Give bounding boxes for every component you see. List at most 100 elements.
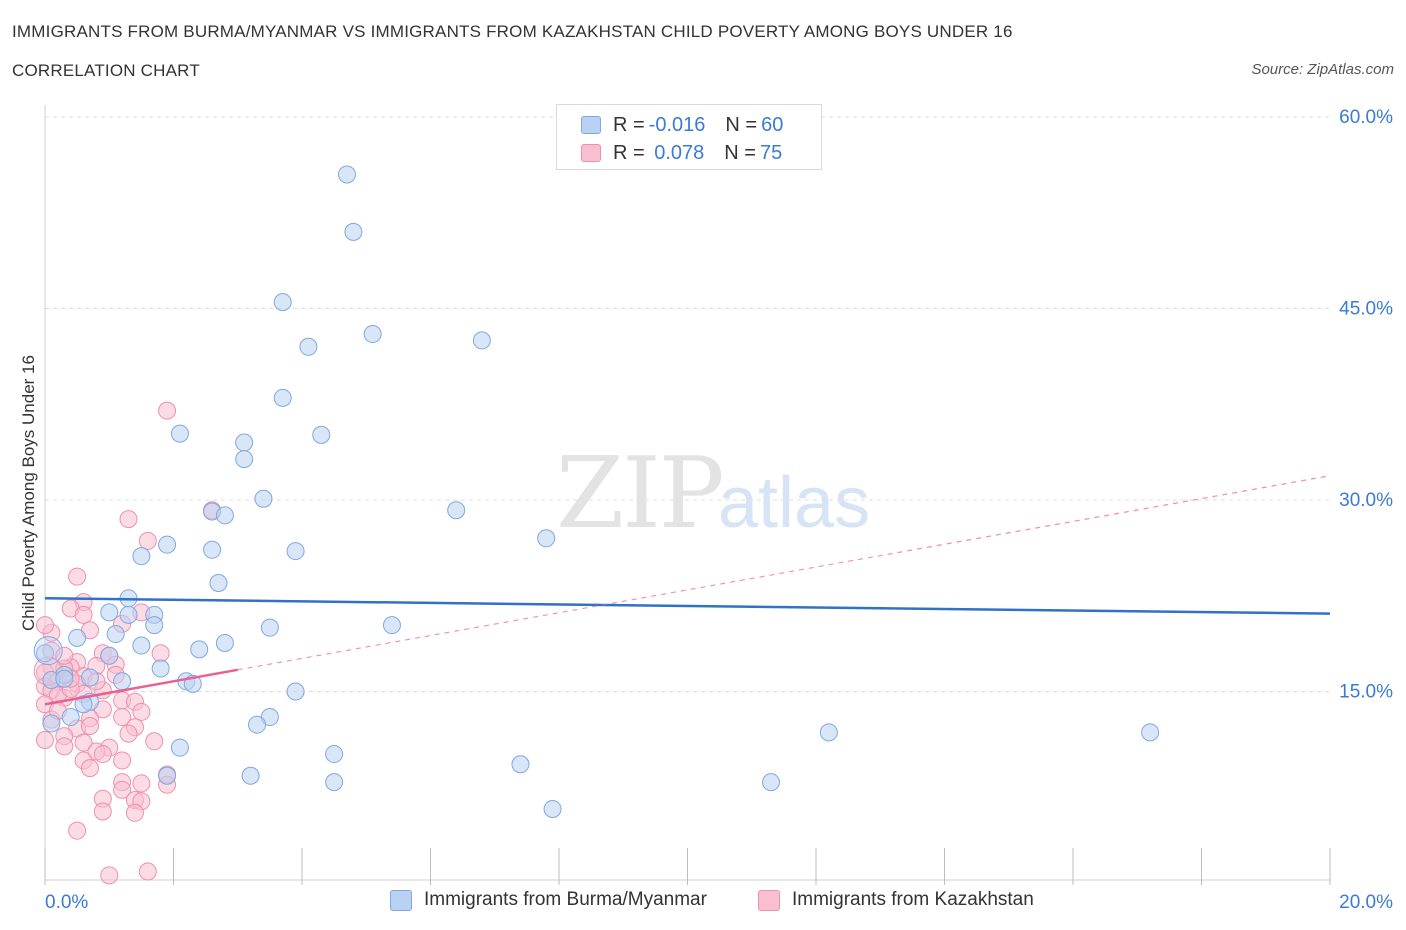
data-point-burma: [74, 695, 93, 714]
data-point-kazakhstan: [93, 802, 112, 821]
data-point-burma: [80, 668, 99, 687]
chart-subtitle: CORRELATION CHART: [12, 61, 200, 80]
data-point-burma: [132, 547, 151, 566]
x-tick-label: 20.0%: [1339, 892, 1393, 913]
legend-n-label: N =: [725, 113, 758, 136]
data-point-burma: [100, 646, 119, 665]
bottom-legend-swatch-blue: [390, 889, 412, 911]
legend-n-value: 60: [761, 113, 784, 136]
data-point-kazakhstan: [151, 644, 170, 663]
legend-swatch-blue: [581, 116, 601, 134]
data-point-kazakhstan: [68, 567, 87, 586]
y-tick-label: 15.0%: [1339, 682, 1393, 703]
data-point-burma: [158, 766, 177, 785]
bottom-legend-swatch-pink: [758, 889, 780, 911]
series-burma-points: [33, 165, 1160, 818]
legend-r-label: R =: [613, 141, 645, 164]
data-point-burma: [215, 506, 234, 525]
legend-r-label: R =: [613, 113, 645, 136]
bottom-legend-label-burma: Immigrants from Burma/Myanmar: [424, 889, 707, 910]
watermark-zip: ZIP: [556, 437, 723, 551]
data-point-burma: [273, 388, 292, 407]
legend-swatch-pink: [581, 144, 601, 162]
y-tick-label: 60.0%: [1339, 107, 1393, 128]
data-point-burma: [113, 672, 132, 691]
data-point-kazakhstan: [55, 737, 74, 756]
data-point-burma: [325, 773, 344, 792]
data-point-kazakhstan: [100, 866, 119, 885]
data-point-burma: [447, 501, 466, 520]
data-point-burma: [132, 636, 151, 655]
chart-title: IMMIGRANTS FROM BURMA/MYANMAR VS IMMIGRA…: [12, 22, 1013, 41]
data-point-burma: [312, 425, 331, 444]
legend-r-value: -0.016: [648, 113, 706, 136]
data-point-kazakhstan: [119, 510, 138, 529]
series-kazakhstan-points: [33, 401, 222, 885]
data-point-burma: [273, 293, 292, 312]
data-point-burma: [158, 535, 177, 554]
x-tick-label: 0.0%: [45, 892, 88, 913]
bottom-legend-burma: Immigrants from Burma/Myanmar: [390, 889, 707, 911]
data-point-burma: [241, 766, 260, 785]
trend-line-kazakhstan: [44, 668, 238, 706]
legend-r-value: 0.078: [648, 141, 705, 164]
data-point-burma: [235, 450, 254, 469]
data-point-burma: [170, 424, 189, 443]
data-point-burma: [543, 799, 562, 818]
y-tick-label: 30.0%: [1339, 490, 1393, 511]
data-point-kazakhstan: [145, 732, 164, 751]
data-point-kazakhstan: [113, 751, 132, 770]
data-point-kazakhstan: [113, 780, 132, 799]
data-point-kazakhstan: [36, 731, 54, 750]
data-point-burma: [344, 222, 363, 241]
data-point-kazakhstan: [113, 708, 132, 727]
data-point-burma: [337, 165, 356, 184]
data-point-kazakhstan: [80, 716, 99, 735]
data-point-burma: [68, 628, 87, 647]
y-axis-label: Child Poverty Among Boys Under 16: [19, 355, 38, 631]
data-point-kazakhstan: [138, 862, 157, 881]
data-point-burma: [55, 669, 74, 688]
legend-n-label: N =: [724, 141, 756, 164]
data-point-burma: [248, 715, 267, 734]
bottom-legend-label-kazakhstan: Immigrants from Kazakhstan: [792, 889, 1034, 910]
data-point-burma: [382, 616, 401, 635]
trend-line-kazakhstan-extension: [237, 475, 1331, 671]
data-point-burma: [203, 540, 222, 559]
data-point-burma: [472, 331, 491, 350]
data-point-burma: [209, 573, 228, 592]
data-point-kazakhstan: [119, 724, 138, 743]
data-point-kazakhstan: [36, 616, 54, 635]
trend-lines: [44, 475, 1331, 706]
data-point-burma: [33, 636, 63, 666]
watermark-atlas: atlas: [718, 463, 870, 543]
data-point-burma: [145, 616, 164, 635]
legend-n-value: 75: [759, 141, 783, 164]
data-point-burma: [42, 714, 61, 733]
data-point-burma: [170, 738, 189, 757]
data-point-burma: [537, 529, 556, 548]
data-point-burma: [119, 605, 138, 624]
data-point-burma: [325, 745, 344, 764]
data-point-kazakhstan: [74, 733, 93, 752]
correlation-legend: R = -0.016 N = 60 R = 0.078 N = 75: [556, 104, 822, 170]
data-point-burma: [299, 337, 318, 356]
data-point-burma: [819, 723, 838, 742]
legend-row-kazakhstan: R = 0.078 N = 75: [581, 142, 782, 164]
data-point-kazakhstan: [132, 774, 151, 793]
data-point-burma: [762, 773, 781, 792]
data-point-burma: [363, 325, 382, 344]
data-point-burma: [106, 625, 125, 644]
data-point-burma: [286, 542, 305, 561]
data-point-burma: [260, 618, 279, 637]
data-point-kazakhstan: [80, 759, 99, 778]
data-point-kazakhstan: [132, 702, 151, 721]
data-point-burma: [100, 603, 119, 622]
data-point-burma: [1141, 723, 1160, 742]
data-point-kazakhstan: [125, 803, 144, 822]
data-point-burma: [190, 640, 209, 659]
data-point-kazakhstan: [55, 646, 74, 665]
data-point-kazakhstan: [74, 605, 93, 624]
data-point-burma: [151, 659, 170, 678]
